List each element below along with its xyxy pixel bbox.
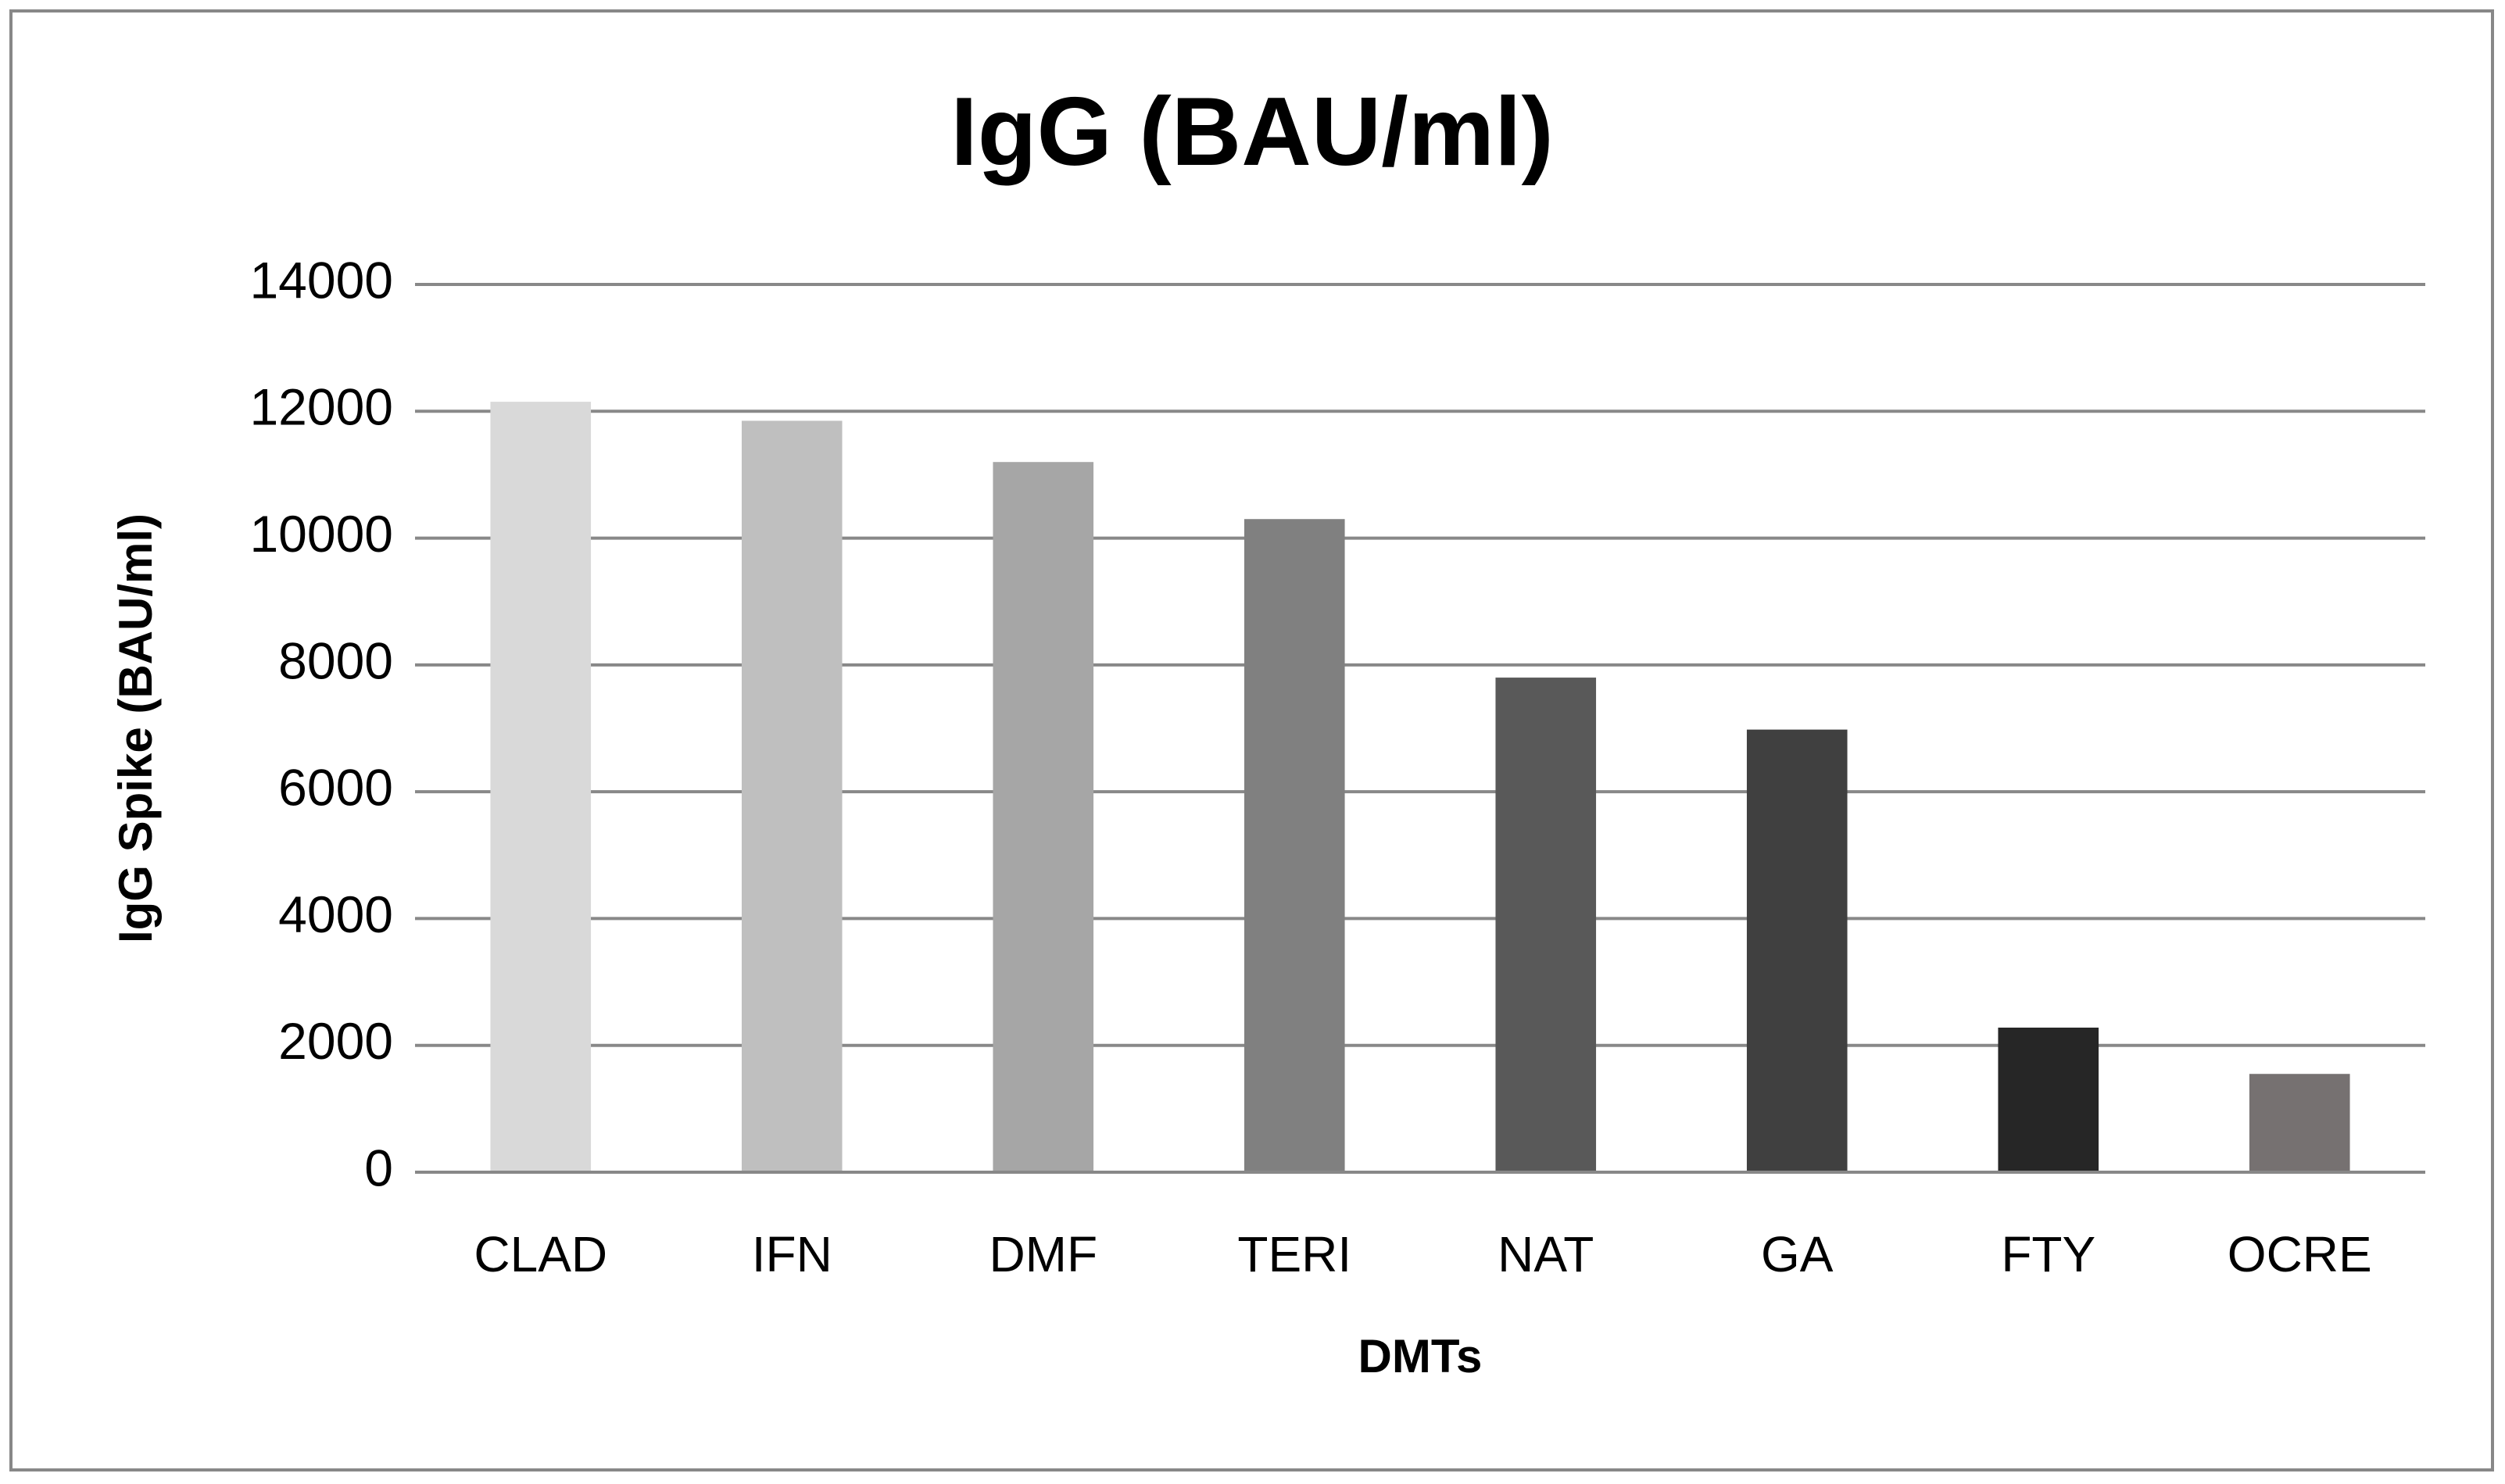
bar — [490, 402, 592, 1172]
bar — [1244, 519, 1345, 1172]
y-tick-label: 6000 — [278, 759, 393, 817]
x-tick-label: CLAD — [474, 1226, 607, 1282]
y-tick-label: 10000 — [249, 505, 393, 563]
x-tick-label: NAT — [1498, 1226, 1594, 1282]
y-tick-label: 12000 — [249, 378, 393, 436]
y-tick-label: 0 — [364, 1139, 393, 1196]
x-tick-label: TERI — [1237, 1226, 1351, 1282]
chart-title: IgG (BAU/ml) — [950, 78, 1554, 186]
y-tick-label: 14000 — [249, 251, 393, 309]
bar — [741, 420, 843, 1172]
y-axis-title: IgG Spike (BAU/ml) — [109, 513, 162, 943]
bar — [993, 462, 1094, 1172]
y-tick-label: 2000 — [278, 1012, 393, 1070]
y-tick-label: 4000 — [278, 885, 393, 943]
bar — [1495, 678, 1597, 1172]
x-tick-label: FTY — [2001, 1226, 2095, 1282]
y-tick-label: 8000 — [278, 631, 393, 689]
x-tick-label: DMF — [989, 1226, 1097, 1282]
x-tick-label: GA — [1761, 1226, 1834, 1282]
bar — [1998, 1027, 2099, 1172]
bar — [1746, 729, 1848, 1172]
x-tick-label: OCRE — [2228, 1226, 2372, 1282]
x-axis-title: DMTs — [1358, 1330, 1483, 1382]
x-tick-label: IFN — [752, 1226, 832, 1282]
bar — [2249, 1074, 2350, 1172]
